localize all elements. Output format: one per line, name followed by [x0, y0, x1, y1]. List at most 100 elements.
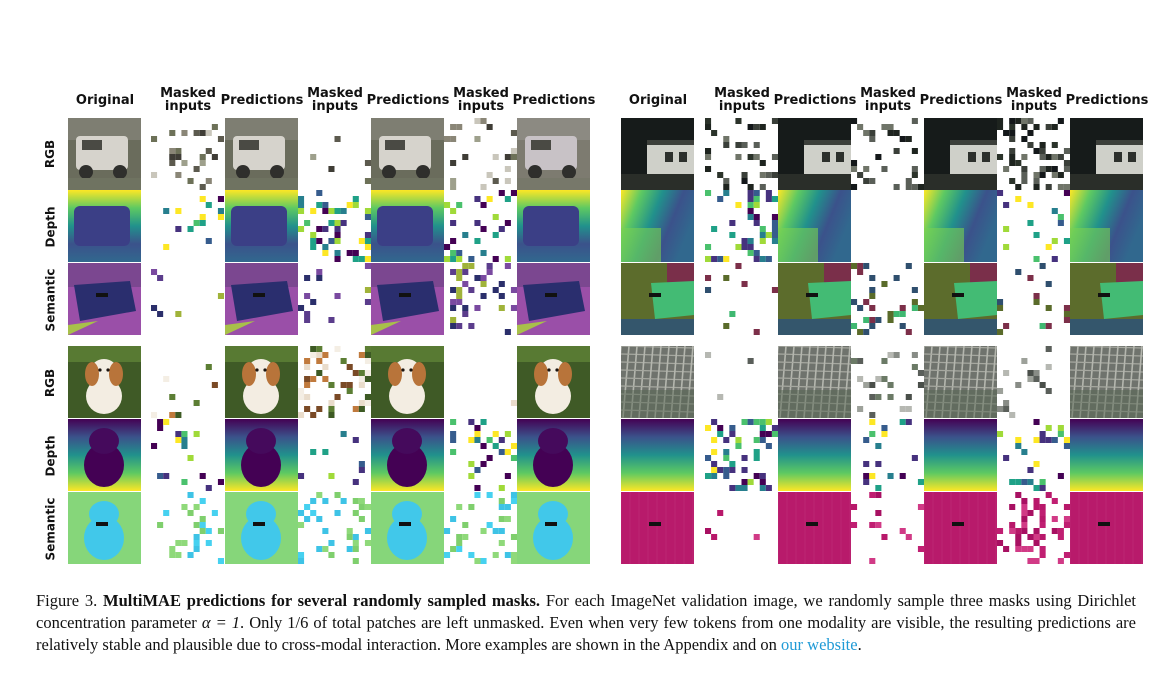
dog-rgb-masked-3-tile — [444, 346, 517, 418]
house-depth-original-tile — [621, 190, 694, 262]
jeep-semantic-masked-2-tile — [298, 263, 371, 335]
house-rgb-masked-3-tile — [997, 118, 1070, 190]
col-header-predictions-3-right: Predictions — [1065, 92, 1149, 108]
jeep-rgb-masked-1-tile — [151, 118, 224, 190]
grid-semantic-masked-1-tile — [705, 492, 778, 564]
dog-rgb-masked-2-tile — [298, 346, 371, 418]
house-rgb-masked-2-tile — [851, 118, 924, 190]
col-header-masked-3-right: Masked inputs — [1006, 86, 1062, 114]
house-depth-prediction-2-tile — [924, 190, 997, 262]
dog-depth-masked-1-tile — [151, 419, 224, 491]
col-header-masked-1-right: Masked inputs — [714, 86, 770, 114]
jeep-rgb-masked-2-tile — [298, 118, 371, 190]
grid-rgb-masked-2-tile — [851, 346, 924, 418]
jeep-depth-masked-3-tile — [444, 190, 517, 262]
dog-semantic-prediction-3-tile — [517, 492, 590, 564]
caption-title: MultiMAE predictions for several randoml… — [103, 591, 541, 610]
grid-rgb-original-tile — [621, 346, 694, 418]
row-label-rgb-top: RGB — [43, 139, 57, 169]
jeep-depth-original-tile — [68, 190, 141, 262]
caption-label: Figure 3. — [36, 591, 98, 610]
figure-caption: Figure 3. MultiMAE predictions for sever… — [36, 590, 1136, 656]
col-header-masked-3-left: Masked inputs — [453, 86, 509, 114]
row-label-depth-top: Depth — [43, 206, 57, 247]
caption-end: . — [857, 635, 862, 654]
col-header-masked-2-right: Masked inputs — [860, 86, 916, 114]
house-semantic-prediction-1-tile — [778, 263, 851, 335]
grid-depth-masked-1-tile — [705, 419, 778, 491]
grid-semantic-prediction-2-tile — [924, 492, 997, 564]
dog-rgb-prediction-1-tile — [225, 346, 298, 418]
jeep-rgb-prediction-3-tile — [517, 118, 590, 190]
dog-semantic-prediction-1-tile — [225, 492, 298, 564]
row-label-semantic-bottom: Semantic — [43, 497, 58, 560]
jeep-depth-prediction-2-tile — [371, 190, 444, 262]
col-header-original-left: Original — [75, 92, 135, 108]
house-semantic-masked-1-tile — [705, 263, 778, 335]
row-label-depth-bottom: Depth — [43, 435, 57, 476]
grid-rgb-prediction-1-tile — [778, 346, 851, 418]
row-label-semantic-top: Semantic — [43, 268, 58, 331]
grid-depth-prediction-2-tile — [924, 419, 997, 491]
dog-rgb-original-tile — [68, 346, 141, 418]
grid-depth-masked-2-tile — [851, 419, 924, 491]
house-rgb-prediction-2-tile — [924, 118, 997, 190]
jeep-semantic-masked-3-tile — [444, 263, 517, 335]
grid-semantic-prediction-1-tile — [778, 492, 851, 564]
dog-rgb-prediction-3-tile — [517, 346, 590, 418]
house-semantic-masked-3-tile — [997, 263, 1070, 335]
jeep-rgb-prediction-2-tile — [371, 118, 444, 190]
grid-depth-masked-3-tile — [997, 419, 1070, 491]
jeep-depth-masked-1-tile — [151, 190, 224, 262]
dog-rgb-prediction-2-tile — [371, 346, 444, 418]
row-label-rgb-bottom: RGB — [43, 368, 57, 397]
grid-rgb-prediction-2-tile — [924, 346, 997, 418]
grid-depth-original-tile — [621, 419, 694, 491]
col-header-predictions-3-left: Predictions — [512, 92, 596, 108]
col-header-predictions-2-right: Predictions — [919, 92, 1003, 108]
dog-semantic-original-tile — [68, 492, 141, 564]
jeep-depth-prediction-3-tile — [517, 190, 590, 262]
dog-depth-prediction-3-tile — [517, 419, 590, 491]
dog-semantic-masked-1-tile — [151, 492, 224, 564]
dog-depth-masked-2-tile — [298, 419, 371, 491]
jeep-semantic-masked-1-tile — [151, 263, 224, 335]
website-link[interactable]: our website — [781, 635, 858, 654]
dog-depth-masked-3-tile — [444, 419, 517, 491]
caption-body-2: . Only 1/6 of total patches are left unm… — [36, 613, 1137, 654]
dog-semantic-masked-3-tile — [444, 492, 517, 564]
dog-rgb-masked-1-tile — [151, 346, 224, 418]
house-rgb-prediction-1-tile — [778, 118, 851, 190]
jeep-depth-masked-2-tile — [298, 190, 371, 262]
grid-rgb-prediction-3-tile — [1070, 346, 1143, 418]
house-depth-prediction-1-tile — [778, 190, 851, 262]
jeep-rgb-prediction-1-tile — [225, 118, 298, 190]
jeep-semantic-prediction-1-tile — [225, 263, 298, 335]
dog-depth-original-tile — [68, 419, 141, 491]
col-header-predictions-2-left: Predictions — [366, 92, 450, 108]
grid-semantic-masked-3-tile — [997, 492, 1070, 564]
col-header-masked-2-left: Masked inputs — [307, 86, 363, 114]
col-header-masked-1-left: Masked inputs — [160, 86, 216, 114]
jeep-rgb-masked-3-tile — [444, 118, 517, 190]
dog-depth-prediction-2-tile — [371, 419, 444, 491]
grid-rgb-masked-3-tile — [997, 346, 1070, 418]
house-rgb-prediction-3-tile — [1070, 118, 1143, 190]
grid-semantic-masked-2-tile — [851, 492, 924, 564]
dog-semantic-masked-2-tile — [298, 492, 371, 564]
house-rgb-masked-1-tile — [705, 118, 778, 190]
grid-semantic-prediction-3-tile — [1070, 492, 1143, 564]
jeep-semantic-original-tile — [68, 263, 141, 335]
col-header-predictions-1-left: Predictions — [220, 92, 304, 108]
col-header-original-right: Original — [628, 92, 688, 108]
house-semantic-original-tile — [621, 263, 694, 335]
house-semantic-prediction-2-tile — [924, 263, 997, 335]
grid-semantic-original-tile — [621, 492, 694, 564]
jeep-rgb-original-tile — [68, 118, 141, 190]
house-rgb-original-tile — [621, 118, 694, 190]
col-header-predictions-1-right: Predictions — [773, 92, 857, 108]
house-depth-prediction-3-tile — [1070, 190, 1143, 262]
grid-depth-prediction-1-tile — [778, 419, 851, 491]
jeep-semantic-prediction-2-tile — [371, 263, 444, 335]
house-depth-masked-2-tile — [851, 190, 924, 262]
